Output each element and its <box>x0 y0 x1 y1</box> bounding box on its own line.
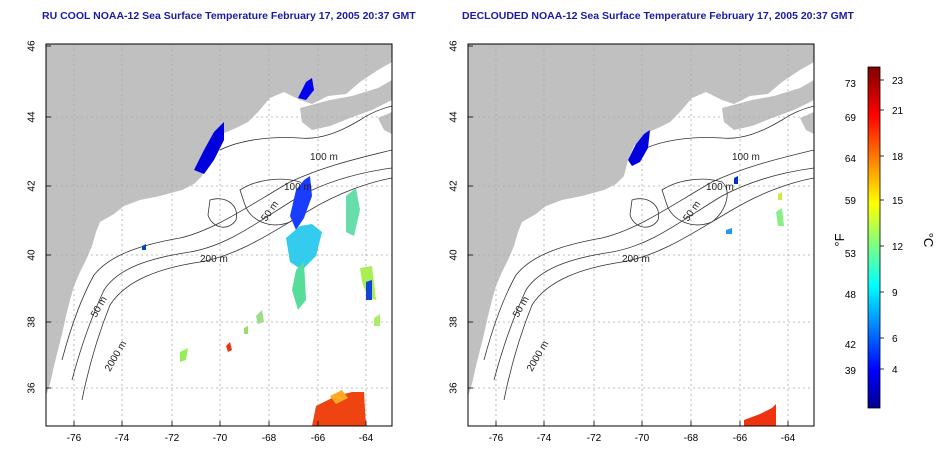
colorbar-celsius-label: °C <box>921 233 936 248</box>
right-sst-data <box>628 130 784 426</box>
colorbar-fahrenheit-tick: 73 <box>845 79 857 90</box>
colorbar-fahrenheit-tick: 39 <box>845 366 857 377</box>
left-sst-data <box>142 78 380 426</box>
right-lon-tick-label: -68 <box>684 433 699 444</box>
right-lon-tick-label: -70 <box>635 433 650 444</box>
contour-label: 50 m <box>681 199 703 224</box>
colorbar-celsius-tick: 23 <box>892 76 904 87</box>
contour-label: 200 m <box>200 254 228 265</box>
right-lat-tick-label: 40 <box>449 249 460 261</box>
colorbar-fahrenheit-tick: 59 <box>845 196 857 207</box>
right-grid <box>468 44 814 426</box>
left-lon-tick-label: -66 <box>311 433 326 444</box>
left-lon-tick-label: -70 <box>213 433 228 444</box>
left-lat-tick-label: 46 <box>27 40 38 52</box>
left-lon-tick-label: -72 <box>165 433 180 444</box>
colorbar-fahrenheit-tick: 69 <box>845 113 857 124</box>
right-lat-tick-label: 46 <box>449 40 460 52</box>
right-map-title: DECLOUDED NOAA-12 Sea Surface Temperatur… <box>462 10 854 22</box>
contour-label: 100 m <box>732 152 760 163</box>
right-lat-tick-label: 38 <box>449 316 460 328</box>
left-lat-tick-label: 36 <box>27 382 38 394</box>
right-lon-tick-label: -64 <box>781 433 796 444</box>
colorbar-fahrenheit-tick: 48 <box>845 290 857 301</box>
colorbar-gradient <box>867 66 881 409</box>
left-lon-tick-label: -68 <box>262 433 277 444</box>
contour-label: 200 m <box>622 254 650 265</box>
contour-label: 50 m <box>259 199 281 224</box>
colorbar-fahrenheit-tick: 64 <box>845 154 857 165</box>
right-lat-tick-label: 36 <box>449 382 460 394</box>
left-lat-tick-label: 40 <box>27 249 38 261</box>
left-map-panel: 100 m 100 m 50 m 200 m 50 m 2000 m 36 38 4… <box>27 40 393 444</box>
colorbar-fahrenheit-label: °F <box>832 233 847 246</box>
left-lat-tick-label: 42 <box>27 180 38 192</box>
left-land-mass <box>46 44 392 396</box>
left-lon-tick-label: -76 <box>67 433 82 444</box>
left-lat-tick-label: 38 <box>27 316 38 328</box>
colorbar-celsius-tick: 6 <box>892 334 898 345</box>
right-axis-ticks: 36 38 40 42 44 46 -76 -74 -72 -70 -68 -66 -64 <box>449 40 796 444</box>
right-map-panel: 100 m 100 m 50 m 200 m 50 m 2000 m 36 38 4… <box>449 40 815 444</box>
contour-label: 2000 m <box>525 339 551 373</box>
colorbar-celsius-tick: 21 <box>892 106 904 117</box>
right-lon-tick-label: -66 <box>733 433 748 444</box>
contour-label: 50 m <box>89 295 110 320</box>
contour-label: 50 m <box>511 295 532 320</box>
left-map-title: RU COOL NOAA-12 Sea Surface Temperature … <box>42 10 416 22</box>
colorbar-fahrenheit-tick: 53 <box>845 249 857 260</box>
right-map-frame <box>467 43 815 427</box>
right-bathymetry-contours <box>483 105 814 401</box>
colorbar-celsius-tick: 12 <box>892 242 904 253</box>
left-lon-tick-label: -64 <box>359 433 374 444</box>
contour-label: 100 m <box>310 152 338 163</box>
right-lon-tick-label: -76 <box>489 433 504 444</box>
left-map-frame <box>45 43 393 427</box>
right-lon-tick-label: -72 <box>587 433 602 444</box>
colorbar-celsius-tick: 15 <box>892 196 904 207</box>
left-lat-tick-label: 44 <box>27 111 38 123</box>
colorbar-fahrenheit-tick: 42 <box>845 340 857 351</box>
colorbar-celsius-tick: 9 <box>892 288 898 299</box>
contour-label: 100 m <box>706 182 734 193</box>
colorbar-celsius-tick: 4 <box>892 365 898 376</box>
right-lat-tick-label: 44 <box>449 111 460 123</box>
right-lon-tick-label: -74 <box>537 433 552 444</box>
contour-label: 2000 m <box>103 339 129 373</box>
left-lon-tick-label: -74 <box>115 433 130 444</box>
left-axis-ticks: 36 38 40 42 44 46 -76 -74 -72 -70 -68 -66 -64 <box>27 40 374 444</box>
right-lat-tick-label: 42 <box>449 180 460 192</box>
contour-label: 100 m <box>284 182 312 193</box>
colorbar-celsius-tick: 18 <box>892 152 904 163</box>
right-land-mass <box>468 44 814 396</box>
